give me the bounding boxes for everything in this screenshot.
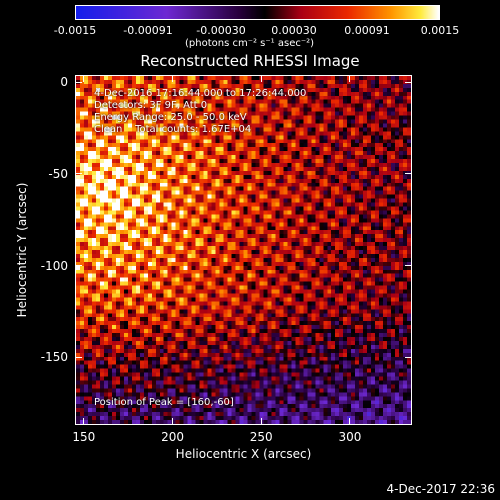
y-tick-label: -150: [40, 350, 68, 365]
colorbar-tick-label: -0.00091: [123, 24, 173, 37]
colorbar: [75, 5, 440, 20]
x-tick-mark: [172, 418, 174, 425]
peak-position-label: Position of Peak = [160,-60]: [94, 397, 234, 408]
y-tick-mark: [75, 173, 82, 175]
y-tick-mark: [405, 265, 412, 267]
colorbar-tick-label: 0.00030: [271, 24, 317, 37]
y-tick-mark: [75, 81, 82, 83]
x-tick-mark: [260, 418, 262, 425]
heatmap-image: [76, 76, 411, 424]
y-tick-mark: [405, 356, 412, 358]
colorbar-tick-label: -0.00030: [196, 24, 246, 37]
y-tick-label: -100: [40, 258, 68, 273]
chart-title: Reconstructed RHESSI Image: [140, 52, 360, 70]
y-tick-label: 0: [60, 75, 68, 90]
x-tick-mark: [83, 418, 85, 425]
x-tick-label: 300: [338, 430, 362, 444]
y-tick-label: -50: [48, 166, 68, 181]
y-axis-label: Heliocentric Y (arcsec): [15, 182, 29, 318]
y-tick-mark: [75, 356, 82, 358]
x-tick-label: 200: [161, 430, 184, 444]
plot-area: 4-Dec-2016 17:16:44.000 to 17:26:44.000 …: [75, 75, 412, 425]
y-tick-mark: [405, 173, 412, 175]
energy-range-annotation: Energy Range: 25.0 - 50.0 keV: [94, 112, 247, 123]
time-range-annotation: 4-Dec-2016 17:16:44.000 to 17:26:44.000: [94, 88, 307, 99]
x-tick-label: 250: [249, 430, 273, 444]
x-axis-label: Heliocentric X (arcsec): [175, 447, 312, 461]
detectors-annotation: Detectors: 3F 9F, Att 0: [94, 100, 208, 111]
colorbar-tick-label: 0.0015: [420, 24, 460, 37]
colorbar-tick-label: 0.00091: [344, 24, 390, 37]
x-tick-mark: [260, 75, 262, 82]
x-tick-mark: [349, 75, 351, 82]
plot-timestamp: 4-Dec-2017 22:36: [386, 482, 495, 496]
x-tick-mark: [83, 75, 85, 82]
counts-annotation: Clean Total counts: 1.67E+04: [94, 124, 252, 135]
colorbar-gradient: [76, 6, 439, 19]
colorbar-units: (photons cm⁻² s⁻¹ asec⁻²): [185, 38, 315, 49]
colorbar-tick-label: -0.0015: [53, 24, 97, 37]
x-tick-mark: [172, 75, 174, 82]
x-tick-label: 150: [72, 430, 96, 444]
y-tick-mark: [405, 81, 412, 83]
y-tick-mark: [75, 265, 82, 267]
x-tick-mark: [349, 418, 351, 425]
